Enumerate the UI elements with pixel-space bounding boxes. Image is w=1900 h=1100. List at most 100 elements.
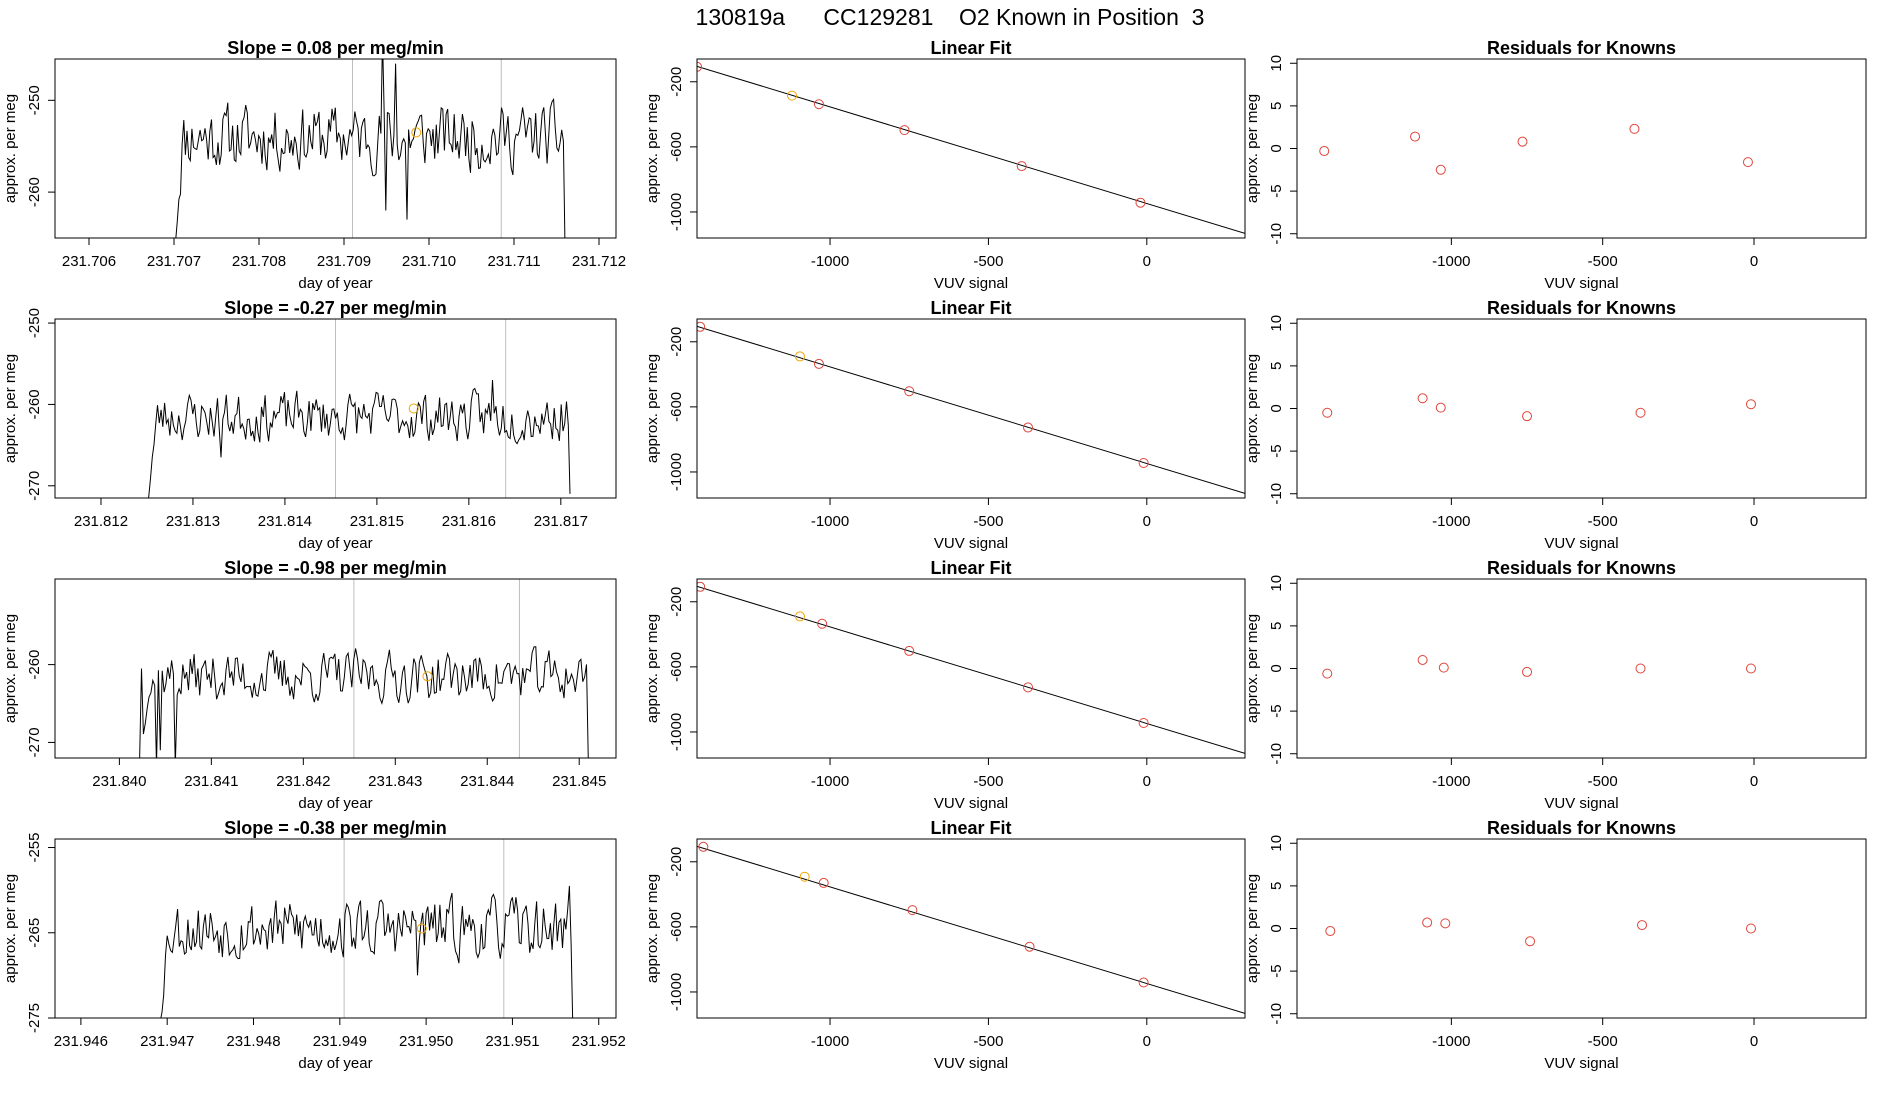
x-tick-label: -1000 [811, 513, 849, 530]
data-point [1016, 161, 1027, 172]
y-tick-label: -5 [1268, 184, 1285, 197]
fit-line [697, 585, 1245, 754]
y-tick-label: -1000 [668, 193, 685, 231]
x-axis-label: VUV signal [934, 1055, 1008, 1072]
panel-title: Linear Fit [930, 818, 1011, 838]
data-point [1138, 458, 1149, 469]
data-point [1325, 926, 1336, 937]
data-point [904, 386, 915, 397]
data-point [697, 321, 706, 332]
x-axis-label: VUV signal [934, 275, 1008, 292]
plot-area [160, 839, 574, 1018]
y-tick-label: -600 [668, 652, 685, 682]
x-tick-label: 231.950 [399, 1033, 453, 1050]
fit-line [697, 325, 1245, 494]
x-tick-label: 231.812 [74, 513, 128, 530]
data-point [904, 645, 915, 656]
panel-linear-fit-4: Linear Fit VUV signal approx. per meg -1000… [644, 818, 1246, 1072]
panel-residuals-2: Residuals for Knowns VUV signal approx. pe… [1244, 298, 1867, 552]
x-tick-label: 231.947 [140, 1033, 194, 1050]
panel-title: Linear Fit [930, 558, 1011, 578]
data-point [818, 877, 829, 888]
data-point [1435, 164, 1446, 175]
y-axis-label: approx. per meg [1244, 874, 1261, 983]
x-axis-label: day of year [298, 275, 372, 292]
panel-linear-fit-1: Linear Fit VUV signal approx. per meg -1000… [644, 38, 1246, 292]
data-point [1629, 123, 1640, 134]
data-point [1422, 917, 1433, 928]
x-axis-label: day of year [298, 535, 372, 552]
x-tick-label: 231.841 [184, 773, 238, 790]
y-axis-label: approx. per meg [1244, 614, 1261, 723]
y-tick-label: 0 [1268, 144, 1285, 152]
y-axis-label: approx. per meg [2, 874, 19, 983]
x-tick-label: 0 [1143, 1033, 1151, 1050]
x-axis-label: VUV signal [1544, 1055, 1618, 1072]
data-point [1023, 682, 1034, 693]
panel-time-series-1: Slope = 0.08 per meg/min day of year appro… [2, 38, 626, 292]
y-tick-label: -200 [668, 327, 685, 357]
data-point [1438, 662, 1449, 673]
panel-residuals-4: Residuals for Knowns VUV signal approx. pe… [1244, 818, 1867, 1072]
x-tick-label: -500 [973, 253, 1003, 270]
x-tick-label: 231.711 [487, 253, 540, 270]
highlight-point [411, 127, 422, 138]
x-tick-label: -1000 [1432, 773, 1470, 790]
data-point [1637, 920, 1648, 931]
y-tick-label: -600 [668, 912, 685, 942]
y-tick-label: 0 [1268, 404, 1285, 412]
data-point [1745, 663, 1756, 674]
data-point [697, 61, 702, 72]
page-title: 130819a CC129281 O2 Known in Position 3 [695, 4, 1205, 30]
panel-time-series-4: Slope = -0.38 per meg/min day of year appr… [2, 818, 626, 1072]
y-tick-label: -5 [1268, 704, 1285, 717]
plot-frame [696, 318, 1246, 499]
x-tick-label: -500 [973, 1033, 1003, 1050]
panel-title: Slope = -0.27 per meg/min [224, 298, 447, 318]
y-tick-label: 10 [1268, 55, 1285, 72]
y-axis-label: approx. per meg [644, 874, 661, 983]
x-tick-label: 231.816 [442, 513, 496, 530]
data-point [1522, 666, 1533, 677]
data-point [799, 871, 810, 882]
x-axis-label: VUV signal [1544, 535, 1618, 552]
x-tick-label: -500 [973, 773, 1003, 790]
y-tick-label: -5 [1268, 964, 1285, 977]
x-axis-label: VUV signal [934, 535, 1008, 552]
y-tick-label: -250 [26, 308, 43, 338]
panel-title: Residuals for Knowns [1487, 298, 1676, 318]
plot-area [697, 321, 1245, 494]
y-tick-label: 5 [1268, 882, 1285, 890]
x-tick-label: -1000 [1432, 1033, 1470, 1050]
y-tick-label: 10 [1268, 575, 1285, 592]
data-point [1522, 411, 1533, 422]
y-tick-label: -600 [668, 132, 685, 162]
x-axis-label: VUV signal [1544, 275, 1618, 292]
x-tick-label: 231.845 [552, 773, 606, 790]
data-point [1745, 923, 1756, 934]
x-tick-label: 0 [1750, 1033, 1758, 1050]
panel-title: Slope = -0.98 per meg/min [224, 558, 447, 578]
data-point [1322, 668, 1333, 679]
y-tick-label: 10 [1268, 835, 1285, 852]
data-point [1440, 918, 1451, 929]
plot-frame [54, 318, 617, 499]
x-tick-label: 231.815 [350, 513, 404, 530]
plot-frame [1296, 838, 1867, 1019]
panel-title: Linear Fit [930, 298, 1011, 318]
plot-frame [54, 838, 617, 1019]
x-tick-label: 231.710 [402, 253, 456, 270]
y-tick-label: 5 [1268, 102, 1285, 110]
x-tick-label: 231.707 [147, 253, 201, 270]
y-tick-label: -10 [1268, 223, 1285, 245]
x-tick-label: -500 [1588, 513, 1618, 530]
y-tick-label: -1000 [668, 453, 685, 491]
data-point [1023, 422, 1034, 433]
plot-area [1325, 917, 1756, 947]
y-axis-label: approx. per meg [2, 354, 19, 463]
highlight-point [408, 403, 419, 414]
plot-area [175, 59, 566, 238]
plot-area [1322, 393, 1756, 422]
data-point [813, 358, 824, 369]
